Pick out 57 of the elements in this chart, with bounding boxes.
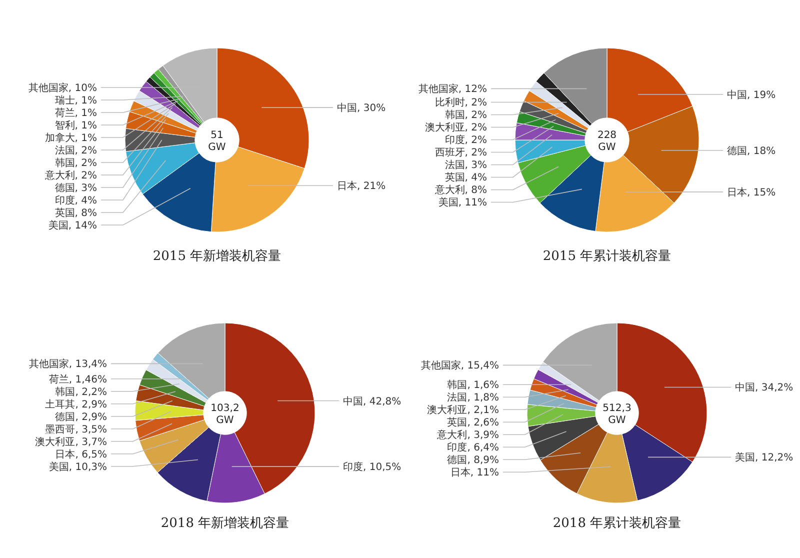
slice-label: 美国, 14% bbox=[48, 220, 97, 232]
slice-label: 法国, 1,8% bbox=[447, 392, 499, 404]
slice-label: 德国, 2,9% bbox=[55, 412, 107, 423]
slice-label: 荷兰, 1,46% bbox=[48, 373, 107, 386]
slice-label: 印度, 4% bbox=[54, 194, 97, 206]
slice-label: 日本, 6,5% bbox=[55, 448, 107, 460]
slice-label: 法国, 3% bbox=[444, 159, 487, 172]
slice-label: 其他国家, 13,4% bbox=[28, 358, 107, 370]
slice-label: 日本, 11% bbox=[450, 466, 499, 479]
slice-label: 瑞士, 1% bbox=[54, 94, 97, 106]
text: 2018 年累计装机容量 bbox=[552, 515, 682, 531]
slice-label: 中国, 42,8% bbox=[343, 395, 402, 408]
slice-label: 印度, 10,5% bbox=[343, 461, 402, 474]
slice-label: 土耳其, 2,9% bbox=[45, 398, 107, 410]
text: 228 GW bbox=[597, 130, 617, 153]
slice-label: 韩国, 2% bbox=[444, 109, 487, 122]
slice-label: 英国, 2,6% bbox=[447, 416, 499, 429]
slice-label: 法国, 2% bbox=[54, 144, 97, 156]
slice-label: 日本, 15% bbox=[727, 186, 776, 198]
slice-label: 印度, 6,4% bbox=[447, 442, 499, 454]
slice-label: 墨西哥, 3,5% bbox=[45, 424, 107, 436]
slice-label: 英国, 8% bbox=[54, 207, 97, 219]
slice-label: 荷兰, 1% bbox=[54, 107, 97, 119]
slice-label: 加拿大, 1% bbox=[44, 132, 97, 144]
slice-label: 澳大利亚, 2,1% bbox=[427, 404, 499, 416]
slice-label: 韩国, 2% bbox=[54, 157, 97, 169]
slice-label: 意大利, 2% bbox=[44, 170, 97, 182]
text: 512,3 GW bbox=[602, 403, 632, 426]
slice-label: 其他国家, 10% bbox=[28, 82, 97, 94]
slice-label: 澳大利亚, 2% bbox=[424, 122, 487, 134]
slice-label: 中国, 34,2% bbox=[735, 382, 794, 394]
slice-label: 澳大利亚, 3,7% bbox=[35, 436, 107, 448]
slice-label: 德国, 8,9% bbox=[447, 455, 499, 466]
text: 2015 年累计装机容量 bbox=[542, 248, 672, 264]
slice-label: 中国, 19% bbox=[727, 88, 776, 101]
slice-label: 美国, 11% bbox=[438, 196, 487, 209]
slice-label: 中国, 30% bbox=[337, 102, 386, 114]
slice-label: 意大利, 3,9% bbox=[436, 429, 499, 442]
slice-label: 日本, 21% bbox=[337, 180, 386, 192]
slice-label: 智利, 1% bbox=[54, 120, 97, 132]
slice-label: 德国, 3% bbox=[54, 183, 97, 194]
text: 2015 年新增装机容量 bbox=[152, 248, 282, 264]
slice-label: 韩国, 1,6% bbox=[447, 379, 499, 392]
slice-label: 印度, 2% bbox=[444, 134, 487, 146]
slice-label: 西班牙, 2% bbox=[434, 146, 487, 159]
slice-label: 美国, 12,2% bbox=[735, 452, 794, 464]
slice-label: 美国, 10,3% bbox=[48, 460, 107, 473]
slice-label: 其他国家, 12% bbox=[418, 83, 487, 96]
text: 103,2 GW bbox=[210, 403, 240, 426]
slice-label: 其他国家, 15,4% bbox=[420, 360, 499, 372]
text: 2018 年新增装机容量 bbox=[160, 515, 290, 531]
slice-label: 英国, 4% bbox=[444, 172, 487, 184]
slice-label: 德国, 18% bbox=[727, 146, 776, 157]
slice-label: 意大利, 8% bbox=[434, 184, 487, 196]
text: 51 GW bbox=[208, 130, 226, 153]
slice-label: 韩国, 2,2% bbox=[55, 386, 107, 398]
slice-label: 比利时, 2% bbox=[434, 96, 487, 109]
